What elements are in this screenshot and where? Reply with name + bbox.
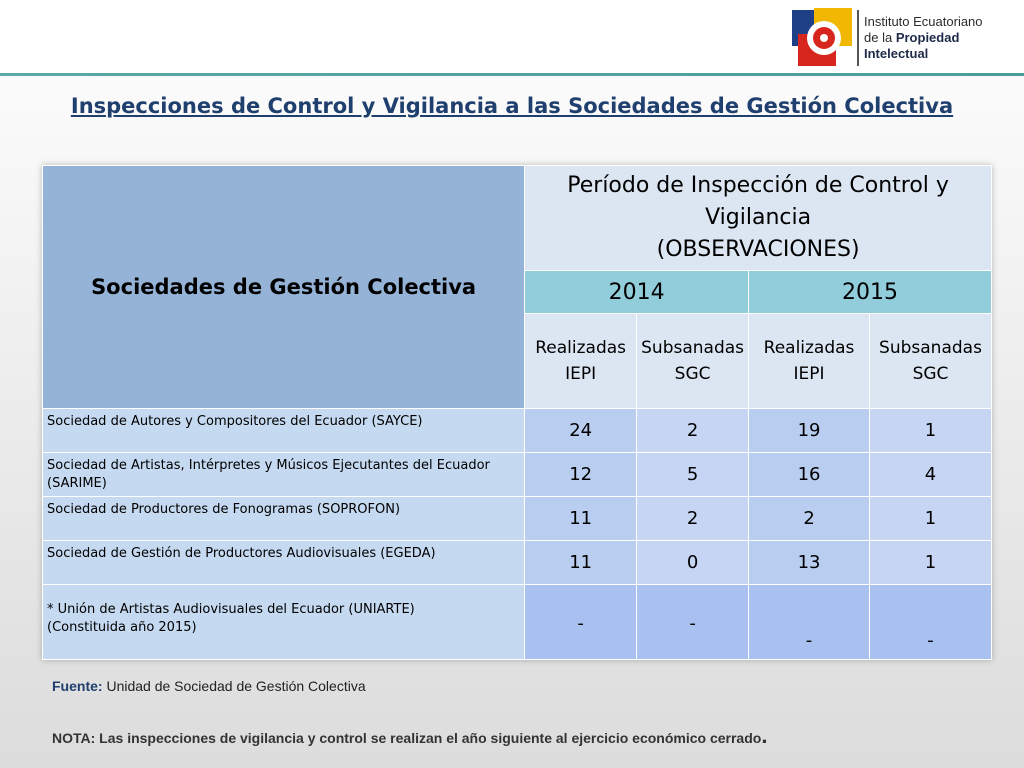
cell-value: 2	[636, 496, 750, 541]
header-bar	[0, 0, 1024, 74]
row-name-line-1: * Unión de Artistas Audiovisuales del Ec…	[47, 602, 415, 617]
header-accent-line	[0, 73, 1024, 76]
period-line-1: Período de Inspección de Control y	[567, 173, 949, 198]
subheader-line-1: Realizadas	[535, 338, 627, 358]
header-year-2015: 2015	[748, 270, 992, 314]
subheader-line-1: Subsanadas	[879, 338, 982, 358]
row-name-line-1: Sociedad de Productores de Fonogramas (S…	[47, 502, 401, 517]
source-note: Fuente: Unidad de Sociedad de Gestión Co…	[52, 678, 366, 694]
subheader-line-1: Subsanadas	[641, 338, 745, 358]
cell-value: 2	[748, 496, 870, 541]
logo-line-3-bold: Intelectual	[864, 46, 929, 61]
row-society-name: * Unión de Artistas Audiovisuales del Ec…	[41, 584, 526, 660]
logo-line-3: Intelectual	[864, 46, 1014, 62]
cell-value: 11	[524, 540, 638, 585]
row-name-line-2: (SARIME)	[47, 476, 107, 491]
row-society-name: Sociedad de Productores de Fonogramas (S…	[41, 496, 526, 541]
note-period: .	[761, 723, 768, 748]
cell-value: 4	[869, 452, 992, 497]
table-row: Sociedad de Artistas, Intérpretes y Músi…	[41, 452, 992, 497]
cell-value: 1	[869, 540, 992, 585]
iepi-logo-icon	[792, 8, 852, 66]
period-line-3: (OBSERVACIONES)	[656, 237, 860, 262]
row-society-name: Sociedad de Autores y Compositores del E…	[41, 408, 526, 453]
note: NOTA: Las inspecciones de vigilancia y c…	[52, 723, 767, 749]
subheader-line-2: IEPI	[565, 364, 597, 384]
page-title: Inspecciones de Control y Vigilancia a l…	[70, 94, 954, 118]
row-name-line-1: Sociedad de Artistas, Intérpretes y Músi…	[47, 458, 490, 473]
logo-line-2-prefix: de la	[864, 30, 893, 45]
logo-line-2-bold: Propiedad	[895, 30, 960, 45]
source-text: Unidad de Sociedad de Gestión Colectiva	[106, 678, 366, 694]
period-line-2: Vigilancia	[705, 205, 812, 230]
subheader-subsanadas-2014: Subsanadas SGC	[636, 313, 750, 409]
table-row: * Unión de Artistas Audiovisuales del Ec…	[41, 584, 992, 660]
cell-value: -	[748, 584, 870, 660]
table-row: Sociedad de Autores y Compositores del E…	[41, 408, 992, 453]
row-name-line-2: (Constituida año 2015)	[47, 620, 197, 635]
header-year-2014: 2014	[524, 270, 750, 314]
subheader-line-2: SGC	[912, 364, 949, 384]
cell-value: 1	[869, 496, 992, 541]
row-name-line-1: Sociedad de Gestión de Productores Audio…	[47, 546, 436, 561]
subheader-line-1: Realizadas	[763, 338, 855, 358]
row-society-name: Sociedad de Artistas, Intérpretes y Músi…	[41, 452, 526, 497]
cell-value: 16	[748, 452, 870, 497]
row-society-name: Sociedad de Gestión de Productores Audio…	[41, 540, 526, 585]
logo-separator	[857, 10, 859, 66]
logo-text: Instituto Ecuatoriano de la Propiedad In…	[864, 14, 1014, 62]
cell-value: 13	[748, 540, 870, 585]
cell-value: 5	[636, 452, 750, 497]
table-row: Sociedad de Productores de Fonogramas (S…	[41, 496, 992, 541]
subheader-realizadas-2014: Realizadas IEPI	[524, 313, 638, 409]
cell-value: -	[869, 584, 992, 660]
logo-line-2: de la Propiedad	[864, 30, 1014, 46]
subheader-line-2: SGC	[674, 364, 711, 384]
inspections-table: Sociedades de Gestión Colectiva Período …	[41, 165, 992, 660]
cell-value: 0	[636, 540, 750, 585]
row-name-line-1: Sociedad de Autores y Compositores del E…	[47, 414, 423, 429]
cell-value: 19	[748, 408, 870, 453]
subheader-line-2: IEPI	[793, 364, 825, 384]
subheader-realizadas-2015: Realizadas IEPI	[748, 313, 870, 409]
cell-value: 2	[636, 408, 750, 453]
cell-value: 12	[524, 452, 638, 497]
logo-line-1: Instituto Ecuatoriano	[864, 14, 983, 29]
header-sgc: Sociedades de Gestión Colectiva	[41, 165, 526, 409]
table-row: Sociedad de Gestión de Productores Audio…	[41, 540, 992, 585]
cell-value: 24	[524, 408, 638, 453]
cell-value: -	[524, 584, 638, 660]
subheader-subsanadas-2015: Subsanadas SGC	[869, 313, 992, 409]
cell-value: 1	[869, 408, 992, 453]
note-text: NOTA: Las inspecciones de vigilancia y c…	[52, 730, 762, 746]
header-period: Período de Inspección de Control y Vigil…	[524, 165, 992, 271]
cell-value: -	[636, 584, 750, 660]
cell-value: 11	[524, 496, 638, 541]
source-label: Fuente:	[52, 678, 103, 694]
